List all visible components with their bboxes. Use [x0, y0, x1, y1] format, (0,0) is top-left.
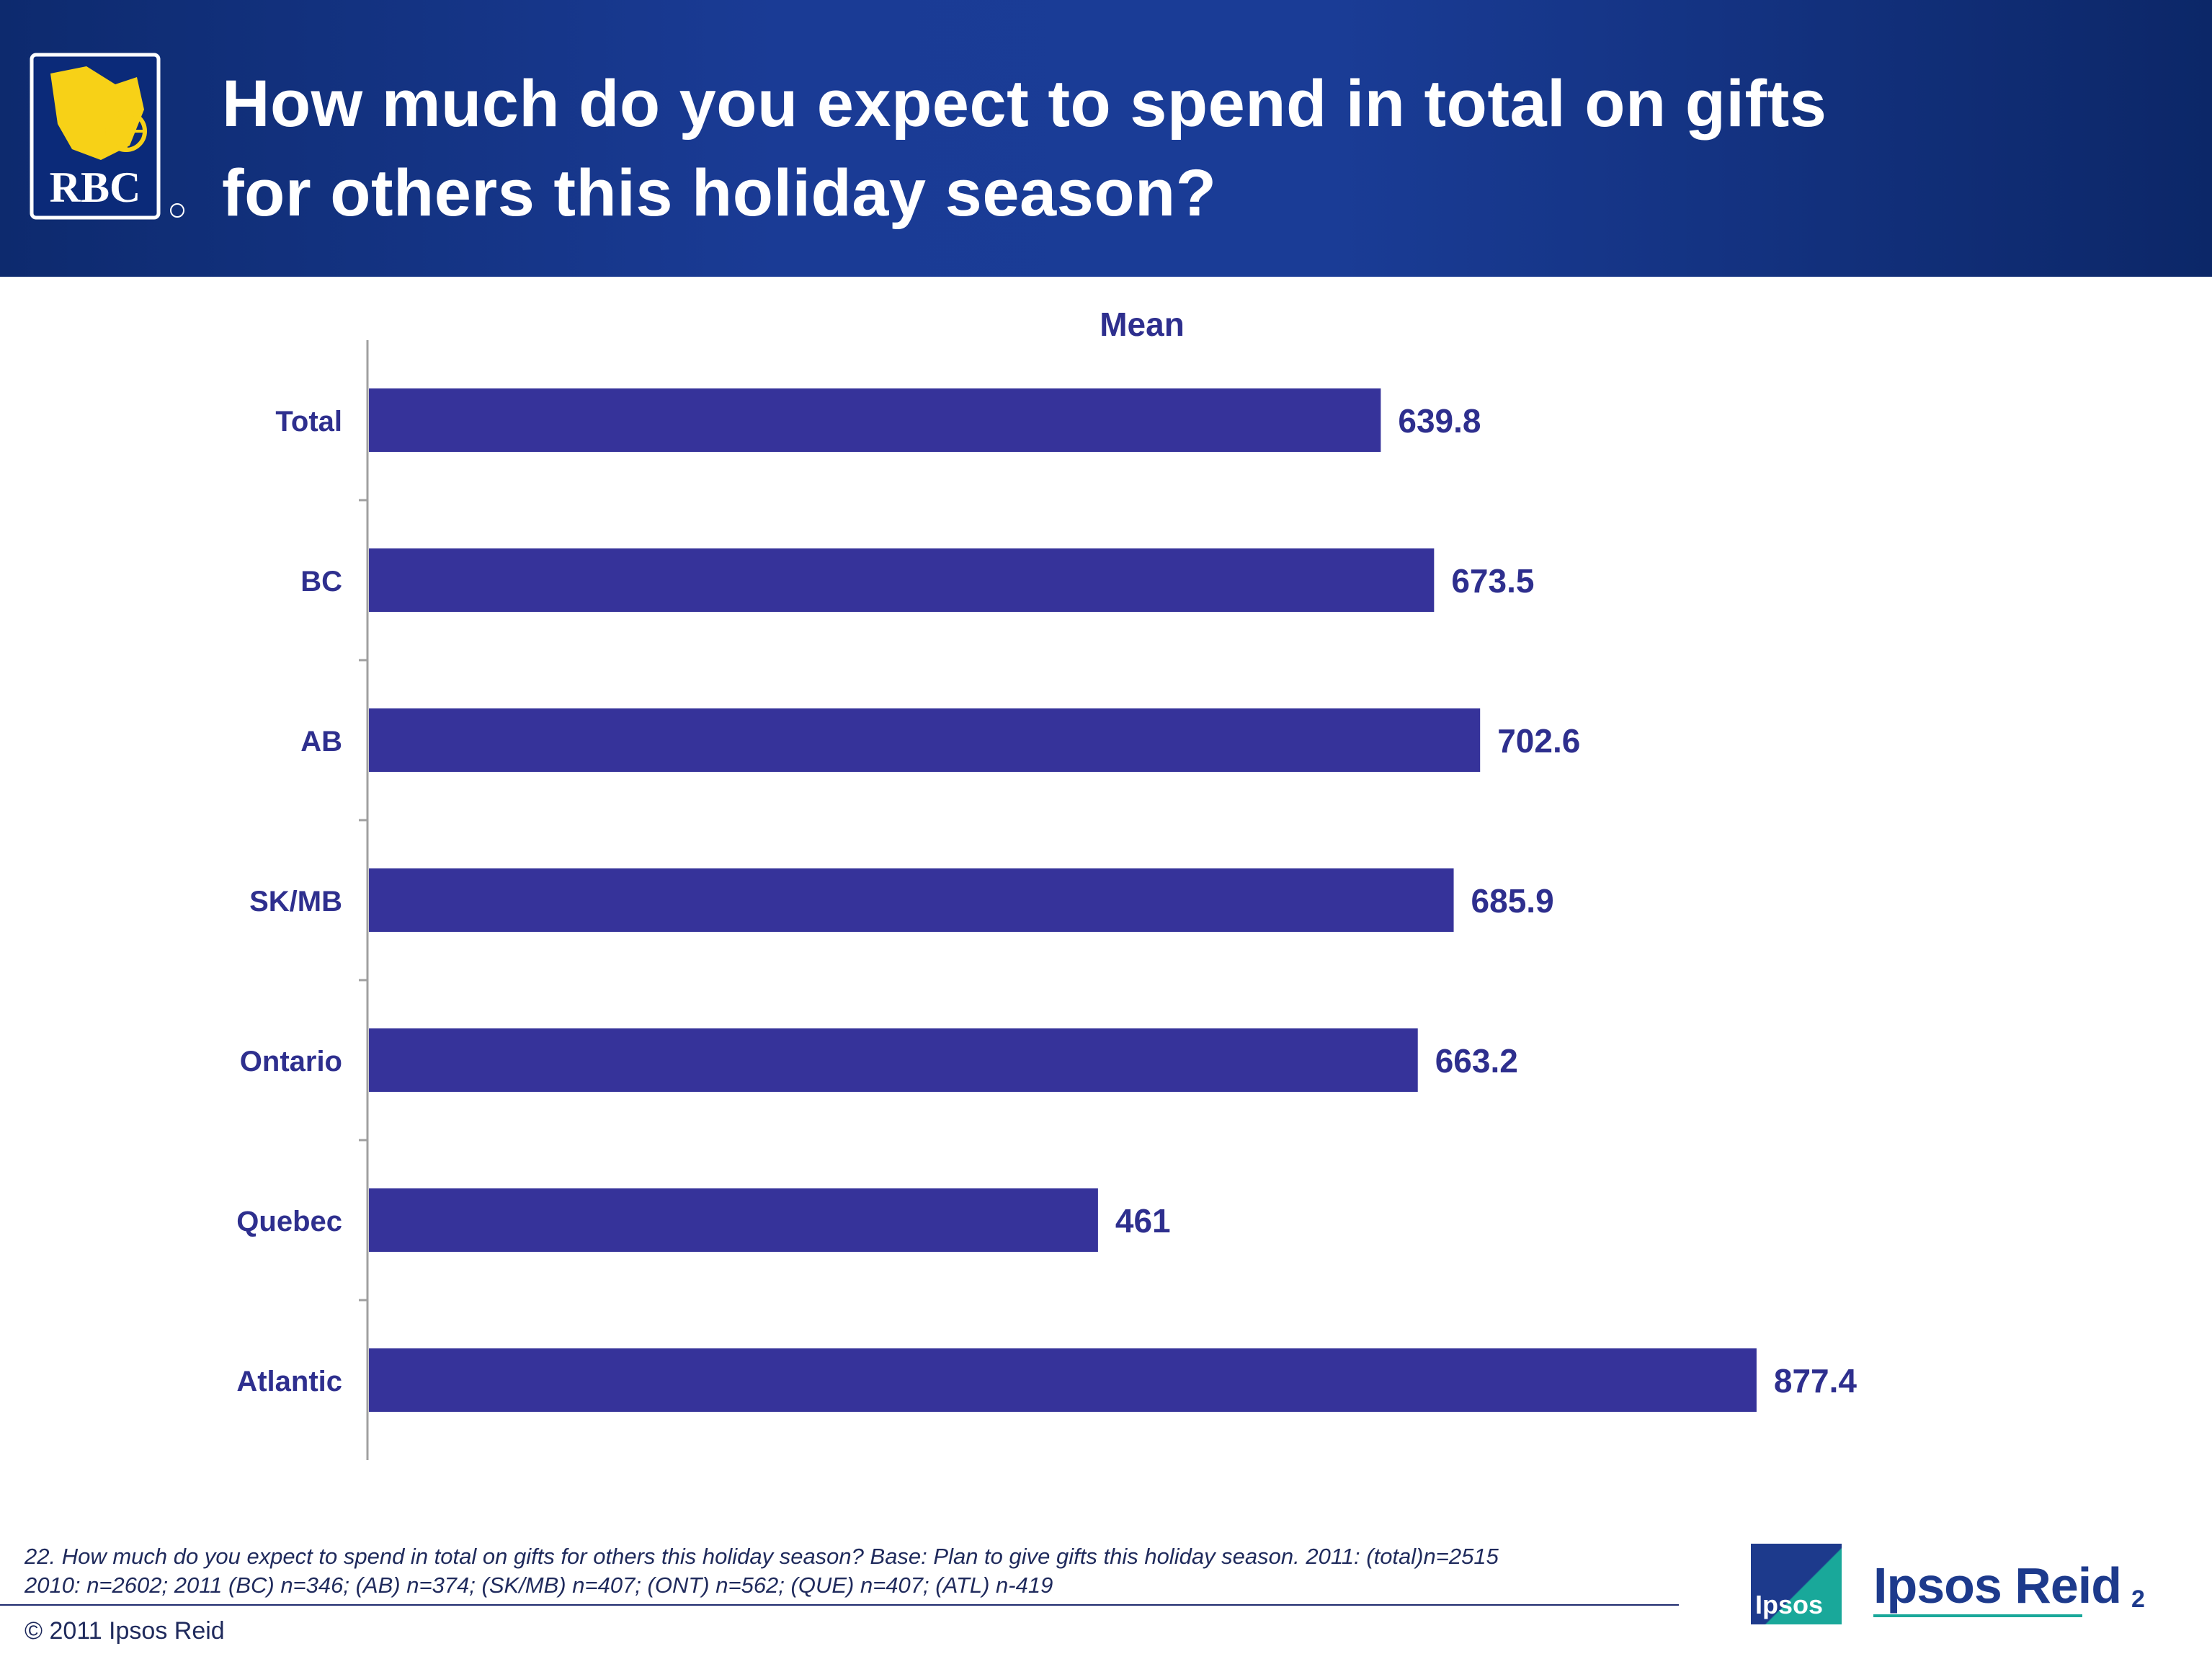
bar-ab [369, 708, 1481, 772]
rbc-logo: RBC [30, 53, 184, 220]
category-label: SK/MB [249, 886, 342, 917]
ipsos-reid-brand: Ipsos Reid [1873, 1557, 2122, 1614]
bar-sk-mb [369, 868, 1454, 932]
ipsos-logo-mark [1751, 1544, 1842, 1624]
header-banner: RBC How much do you expect to spend in t… [0, 0, 2212, 277]
category-label: Quebec [236, 1206, 342, 1237]
bar-atlantic [369, 1348, 1757, 1412]
footnote-line-1: 22. How much do you expect to spend in t… [24, 1544, 1499, 1569]
bar-total [369, 388, 1381, 452]
category-label: Ontario [240, 1046, 342, 1077]
rbc-logo-text: RBC [50, 164, 141, 211]
footnote-line-2: 2010: n=2602; 2011 (BC) n=346; (AB) n=37… [24, 1573, 1053, 1598]
value-label: 877.4 [1774, 1362, 1858, 1400]
category-label: Atlantic [236, 1366, 342, 1397]
value-label: 461 [1115, 1202, 1171, 1240]
chart-title: Mean [1100, 306, 1185, 343]
value-label: 685.9 [1471, 882, 1554, 920]
category-label: Total [275, 406, 342, 437]
value-label: 639.8 [1398, 402, 1481, 440]
footnote: 22. How much do you expect to spend in t… [24, 1542, 1682, 1600]
value-label: 702.6 [1497, 722, 1580, 760]
category-label: AB [300, 726, 342, 757]
page-title: How much do you expect to spend in total… [222, 59, 2167, 238]
bar-quebec [369, 1188, 1098, 1252]
ipsos-logo-text: Ipsos [1755, 1590, 1824, 1619]
bars-layer: Total 639.8 BC 673.5 AB 702.6 SK/MB 685.9 Ontari… [236, 388, 1857, 1412]
category-label: BC [300, 566, 342, 597]
bar-chart: Mean Total 639.8 BC 673.5 AB 702.6 SK/MB 685.9 O… [236, 306, 1857, 1460]
bar-ontario [369, 1028, 1418, 1092]
brand-underline [1873, 1614, 2082, 1617]
title-line-2: for others this holiday season? [222, 156, 1217, 230]
value-label: 663.2 [1435, 1042, 1518, 1080]
bar-bc [369, 548, 1435, 612]
value-label: 673.5 [1451, 562, 1534, 600]
footer-divider [0, 1604, 1679, 1606]
page-number: 2 [2131, 1585, 2145, 1613]
title-line-1: How much do you expect to spend in total… [222, 67, 1827, 141]
copyright-text: © 2011 Ipsos Reid [24, 1617, 225, 1645]
